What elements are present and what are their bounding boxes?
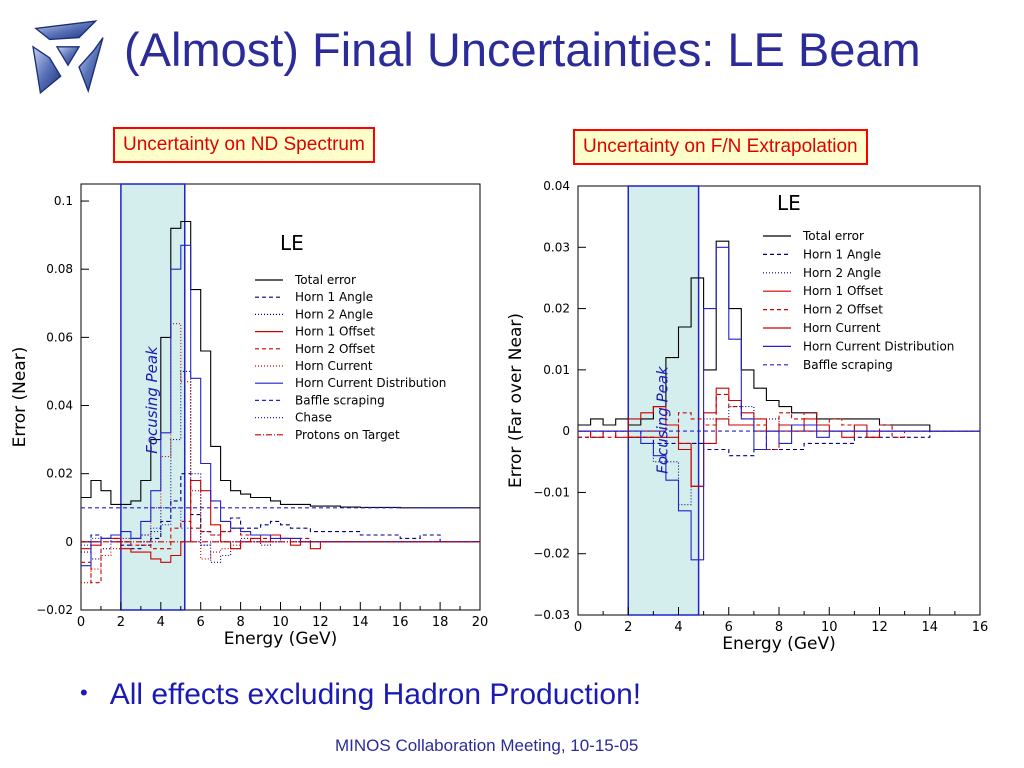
y-tick-label: 0.03	[543, 240, 570, 254]
legend-entry: Baffle scraping	[295, 393, 385, 407]
focusing-peak-band	[120, 183, 186, 611]
legend-entry: Protons on Target	[295, 428, 400, 442]
x-tick-label: 2	[117, 615, 125, 630]
y-tick-label: 0	[65, 535, 73, 549]
x-tick-label: 14	[352, 615, 369, 630]
x-tick-label: 10	[272, 615, 289, 630]
legend-entry: Horn 1 Offset	[295, 325, 375, 339]
x-axis-label: Energy (GeV)	[722, 634, 835, 654]
x-axis-label: Energy (GeV)	[224, 629, 337, 649]
bullet-point: • All effects excluding Hadron Production…	[80, 678, 641, 712]
x-tick-label: 2	[624, 620, 632, 635]
y-tick-label: 0.06	[46, 330, 73, 344]
x-tick-label: 0	[574, 620, 582, 635]
legend-entry: Total error	[294, 273, 356, 287]
x-tick-label: 10	[821, 620, 838, 635]
bullet-icon: •	[80, 680, 88, 705]
legend-entry: Horn Current Distribution	[295, 376, 446, 390]
legend-entry: Horn 2 Offset	[295, 342, 375, 356]
legend-entry: Horn 1 Offset	[803, 284, 883, 298]
series-line-horn-current-distribution	[81, 244, 480, 567]
fn-extrapolation-label: Uncertainty on F/N Extrapolation	[573, 129, 868, 165]
x-tick-label: 12	[871, 620, 888, 635]
x-tick-label: 20	[472, 615, 489, 630]
legend-entry: Horn Current	[803, 321, 881, 335]
legend-entry: Horn 2 Angle	[295, 307, 373, 321]
y-tick-label: 0.01	[543, 363, 570, 377]
series-line-horn-current-distribution	[578, 246, 980, 561]
legend-entry: Horn 2 Angle	[803, 266, 881, 280]
x-tick-label: 16	[972, 620, 989, 635]
slide-title: (Almost) Final Uncertainties: LE Beam	[124, 23, 921, 76]
x-tick-label: 0	[77, 615, 85, 630]
series-line-total-error	[81, 220, 480, 509]
y-tick-label: 0.04	[543, 179, 570, 193]
footer-text: MINOS Collaboration Meeting, 10-15-05	[335, 736, 639, 755]
plot-label: LE	[777, 191, 801, 215]
bullet-text: All effects excluding Hadron Production!	[109, 678, 642, 711]
x-tick-label: 16	[392, 615, 409, 630]
minos-logo-icon	[32, 20, 104, 95]
series-line-horn-current	[81, 323, 480, 584]
x-tick-label: 6	[725, 620, 733, 635]
focusing-peak-label: Focusing Peak	[653, 365, 671, 474]
y-tick-label: 0	[562, 424, 570, 438]
x-tick-label: 18	[432, 615, 449, 630]
nd-spectrum-chart: 0 2 4 6 8 10 12 14 16 18 20 −0.02 0 0.02 0.04 0.06 0.08 0…	[10, 183, 489, 649]
legend-entry: Horn 1 Angle	[803, 247, 881, 261]
y-tick-label: 0.08	[46, 262, 73, 276]
legend-entry: Horn Current Distribution	[803, 339, 954, 353]
y-tick-label: −0.03	[533, 608, 570, 622]
x-tick-label: 4	[674, 620, 682, 635]
x-tick-label: 8	[775, 620, 783, 635]
focusing-peak-band	[627, 185, 700, 616]
y-axis-label: Error (Near)	[10, 347, 30, 448]
plot-label: LE	[280, 231, 304, 255]
y-tick-label: 0.02	[46, 467, 73, 481]
x-tick-label: 6	[197, 615, 205, 630]
legend-entry: Horn 2 Offset	[803, 303, 883, 317]
fn-extrapolation-chart: 0 2 4 6 8 10 12 14 16 −0.03 −0.02 −0.01 0 0.01 0.02 0.0…	[506, 179, 989, 654]
x-tick-label: 14	[921, 620, 938, 635]
x-tick-label: 8	[236, 615, 244, 630]
y-tick-label: 0.04	[46, 399, 73, 413]
legend-entry: Horn Current	[295, 359, 373, 373]
y-tick-label: 0.1	[54, 194, 73, 208]
legend-entry: Horn 1 Angle	[295, 290, 373, 304]
y-tick-label: −0.02	[533, 547, 570, 561]
y-tick-label: −0.01	[533, 485, 570, 499]
y-axis-label: Error (Far over Near)	[506, 313, 526, 488]
legend-entry: Baffle scraping	[803, 358, 893, 372]
legend-entry: Total error	[802, 229, 864, 243]
legend-entry: Chase	[295, 411, 332, 425]
nd-spectrum-label: Uncertainty on ND Spectrum	[113, 127, 375, 163]
focusing-peak-label: Focusing Peak	[143, 345, 161, 454]
x-tick-label: 12	[312, 615, 329, 630]
y-tick-label: 0.02	[543, 302, 570, 316]
y-tick-label: −0.02	[36, 603, 73, 617]
x-tick-label: 4	[157, 615, 165, 630]
